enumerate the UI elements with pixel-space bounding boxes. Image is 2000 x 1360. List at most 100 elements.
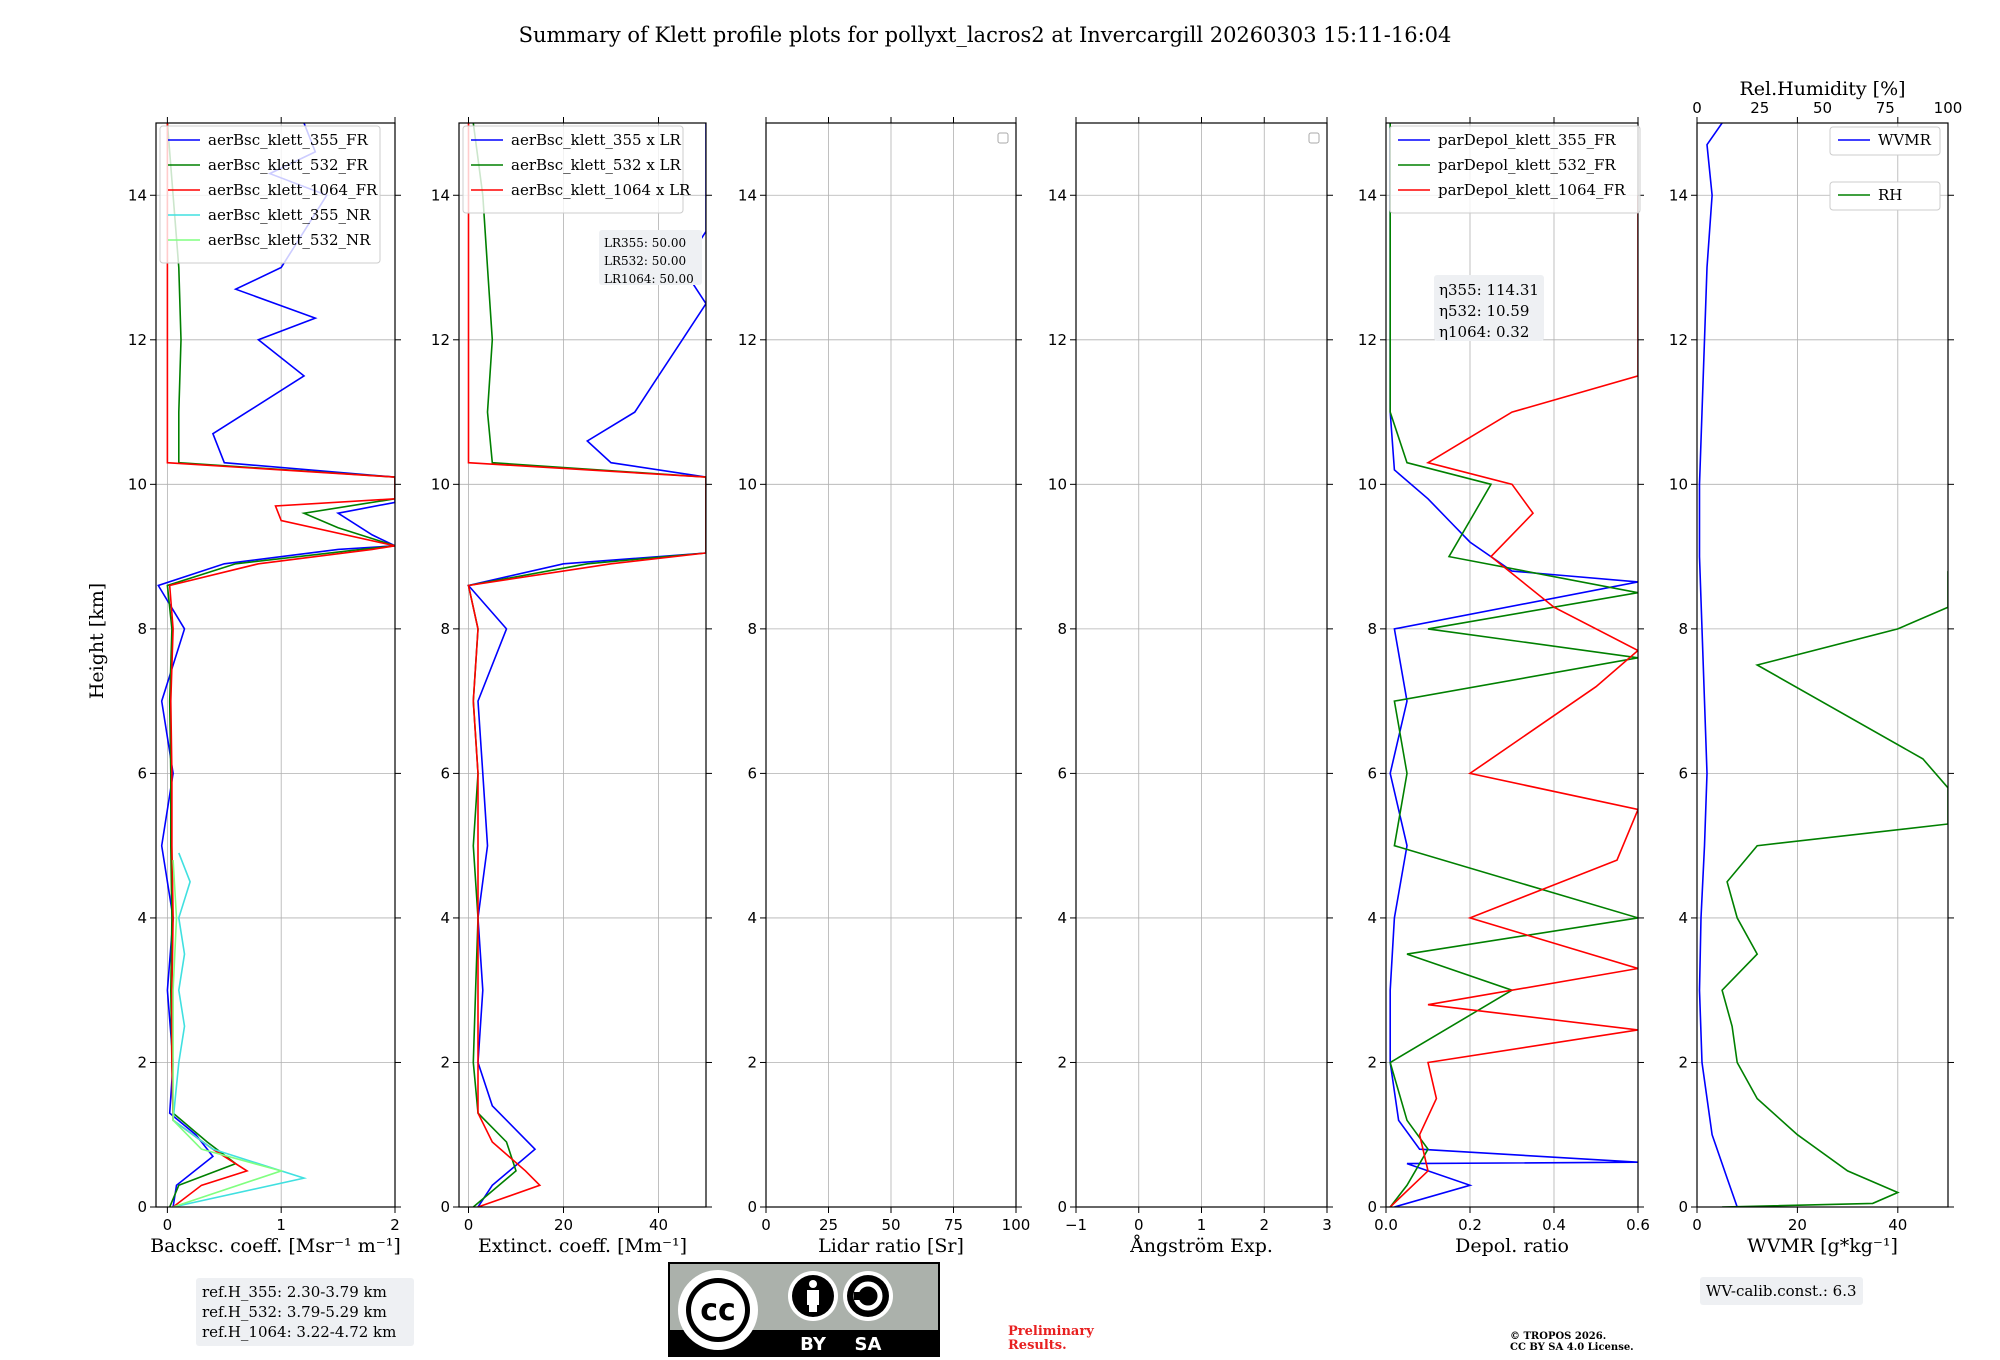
copyright-line-1: © TROPOS 2026.	[1510, 1331, 1607, 1342]
legend-frame	[1389, 125, 1641, 214]
y-tick-label: 14	[1048, 186, 1067, 204]
eta-annotation: η532: 10.59	[1439, 302, 1529, 320]
y-tick-label: 6	[1057, 764, 1067, 782]
x-axis-label: Ångström Exp.	[1129, 1235, 1273, 1257]
x-tick-label: 0.4	[1542, 1216, 1566, 1234]
x-tick-label: 0.6	[1626, 1216, 1650, 1234]
x-tick-label: 40	[1888, 1216, 1907, 1234]
y-tick-label: 8	[440, 620, 450, 638]
legend-entry: aerBsc_klett_532_FR	[208, 156, 368, 174]
series-line-WVMR	[1698, 123, 1738, 1207]
axes-frame	[1385, 122, 1639, 1208]
y-tick-label: 8	[1057, 620, 1067, 638]
lr-annotation: LR532: 50.00	[604, 254, 686, 268]
legend-entry: aerBsc_klett_532_NR	[208, 231, 371, 249]
y-tick-label: 6	[137, 764, 147, 782]
y-tick-label: 2	[1367, 1053, 1377, 1071]
y-tick-label: 14	[1358, 186, 1377, 204]
top-x-tick-label: 50	[1813, 99, 1832, 117]
y-tick-label: 12	[1048, 331, 1067, 349]
legend-frame	[462, 125, 684, 214]
x-tick-label: −1	[1065, 1216, 1087, 1234]
y-tick-label: 10	[1048, 475, 1067, 493]
y-tick-label: 8	[1678, 620, 1688, 638]
y-tick-label: 2	[440, 1053, 450, 1071]
legend-entry: parDepol_klett_532_FR	[1438, 156, 1616, 174]
axes-frame	[458, 122, 707, 1208]
panel-dep: 0.0 0.2 0.4 0.6 0 2 4 6 8 10 12 14 Depol. ratio parDe…	[1358, 117, 1650, 1257]
legend-entry: RH	[1878, 186, 1902, 204]
sa-label: SA	[855, 1334, 882, 1355]
preliminary-line-1: Preliminary	[1008, 1324, 1094, 1339]
y-tick-label: 12	[1669, 331, 1688, 349]
x-tick-label: 0.2	[1458, 1216, 1482, 1234]
y-tick-label: 14	[128, 186, 147, 204]
legend-entry: parDepol_klett_1064_FR	[1438, 181, 1626, 199]
y-tick-label: 0	[440, 1198, 450, 1216]
y-tick-label: 10	[1669, 475, 1688, 493]
y-axis-label: Height [km]	[86, 583, 108, 699]
x-axis-label: Backsc. coeff. [Msr⁻¹ m⁻¹]	[150, 1235, 401, 1257]
y-tick-label: 6	[440, 764, 450, 782]
lr-annotation: LR1064: 50.00	[604, 272, 694, 286]
x-tick-label: 0	[464, 1216, 474, 1234]
lr-annotation-box	[599, 230, 702, 285]
x-tick-label: 0	[1134, 1216, 1144, 1234]
legend-entry: aerBsc_klett_355_NR	[208, 206, 371, 224]
wv-calib-box: WV-calib.const.: 6.3	[1700, 1277, 1863, 1305]
y-tick-label: 4	[440, 909, 450, 927]
legend-entry: aerBsc_klett_1064 x LR	[511, 181, 691, 199]
top-x-tick-label: 100	[1934, 99, 1963, 117]
series-group	[1389, 123, 1638, 1207]
x-tick-label: 3	[1322, 1216, 1332, 1234]
eta-annotation-box	[1434, 275, 1544, 341]
copyright-note: © TROPOS 2026. CC BY SA 4.0 License.	[1510, 1331, 1634, 1353]
x-tick-label: 0	[163, 1216, 173, 1234]
y-tick-label: 10	[738, 475, 757, 493]
y-tick-label: 4	[1367, 909, 1377, 927]
series-line-aerBsc_klett_1064 x LR	[467, 123, 706, 1207]
legend-entry: aerBsc_klett_532 x LR	[511, 156, 682, 174]
x-tick-label: 0	[761, 1216, 771, 1234]
series-line-aerBsc_klett_355_FR	[157, 123, 395, 1207]
y-tick-label: 0	[1367, 1198, 1377, 1216]
x-axis-label: WVMR [g*kg⁻¹]	[1747, 1235, 1898, 1257]
series-line-parDepol_klett_532_FR	[1389, 123, 1638, 1207]
eta-annotation: η1064: 0.32	[1439, 323, 1529, 341]
axes-frame	[155, 122, 396, 1208]
y-tick-label: 4	[1057, 909, 1067, 927]
y-tick-label: 14	[1669, 186, 1688, 204]
cc-mark: cc	[700, 1293, 736, 1328]
legend-frame	[159, 125, 381, 264]
x-tick-label: 2	[390, 1216, 400, 1234]
series-line-parDepol_klett_1064_FR	[1389, 195, 1638, 1207]
y-tick-label: 12	[431, 331, 450, 349]
x-tick-label: 1	[276, 1216, 286, 1234]
y-tick-label: 8	[1367, 620, 1377, 638]
y-tick-label: 6	[1678, 764, 1688, 782]
legend: aerBsc_klett_355_FR aerBsc_klett_532_FRae…	[159, 125, 381, 264]
preliminary-line-2: Results.	[1008, 1338, 1067, 1353]
legend-entry: aerBsc_klett_355_FR	[208, 131, 368, 149]
y-tick-label: 12	[738, 331, 757, 349]
preliminary-note: Preliminary Results.	[1008, 1325, 1094, 1353]
empty-legend-box	[997, 132, 1009, 144]
axes-frame	[765, 122, 1017, 1208]
y-tick-label: 14	[431, 186, 450, 204]
series-group	[467, 123, 706, 1207]
by-label: BY	[800, 1334, 827, 1355]
legend: parDepol_klett_355_FR parDepol_klett_532_…	[1389, 125, 1641, 214]
y-tick-label: 12	[128, 331, 147, 349]
x-tick-label: 75	[944, 1216, 963, 1234]
ref-height-1064: ref.H_1064: 3.22-4.72 km	[202, 1323, 397, 1341]
legend: aerBsc_klett_355 x LR aerBsc_klett_532 x …	[462, 125, 691, 214]
top-x-tick-label: 0	[1692, 99, 1702, 117]
x-tick-label: 0	[1692, 1216, 1702, 1234]
top-x-tick-label: 75	[1876, 99, 1895, 117]
y-tick-label: 2	[137, 1053, 147, 1071]
panel-lr: 0 25 50 75 100 0 2 4 6 8 10 12 14 Lidar ratio [Sr]	[738, 117, 1030, 1257]
axes-frame	[1075, 122, 1328, 1208]
